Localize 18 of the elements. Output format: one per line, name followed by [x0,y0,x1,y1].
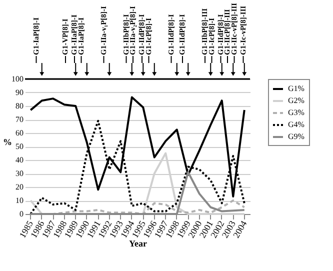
y-tick-label: 0 [20,210,24,218]
y-tick-label: 40 [16,156,24,164]
y-tick-label: 80 [16,102,24,110]
legend-label: G2% [288,96,305,105]
y-tick-label: 60 [16,128,24,138]
legend-label: G1% [288,84,305,93]
y-tick-label: 10 [16,196,24,205]
y-tick-label: 30 [16,169,24,178]
legend-label: G4% [288,120,305,129]
y-tick-label: 70 [16,115,24,124]
y-tick-label: 50 [16,142,24,151]
y-axis-title: % [3,137,12,147]
y-tick-label: 100 [12,74,24,84]
y-tick-label: 90 [16,88,24,97]
y-tick-label: 20 [16,182,24,192]
x-axis-title: Year [129,238,147,249]
legend-label: G9% [288,132,305,141]
legend-label: G3% [288,108,305,117]
